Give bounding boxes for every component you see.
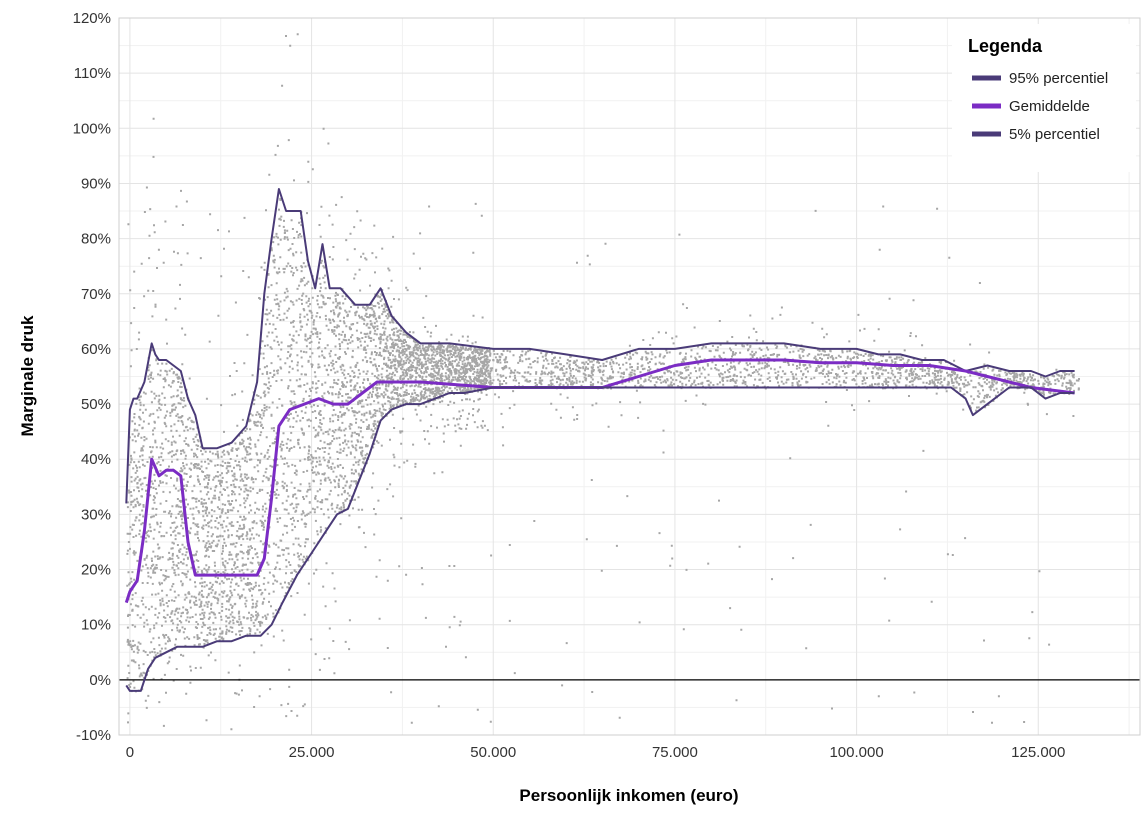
y-tick-label: 30% xyxy=(81,506,111,523)
y-tick-label: 80% xyxy=(81,231,111,248)
y-tick-label: 0% xyxy=(89,672,111,689)
y-tick-label: -10% xyxy=(76,727,111,744)
x-tick-label: 100.000 xyxy=(829,744,883,761)
scatter-points xyxy=(126,33,1081,731)
y-tick-label: 110% xyxy=(74,65,111,82)
legend-items: 95% percentiel Gemiddelde 5% percentiel xyxy=(972,70,1108,143)
y-tick-label: 120% xyxy=(73,10,111,27)
series-lines xyxy=(124,188,1075,692)
legend-title: Legenda xyxy=(968,36,1043,56)
x-tick-label: 125.000 xyxy=(1011,744,1065,761)
scatter-point-cloud xyxy=(126,33,1081,731)
legend-label: 5% percentiel xyxy=(1009,126,1100,143)
series-line-p95 xyxy=(125,188,1075,504)
x-tick-label: 0 xyxy=(126,744,134,761)
y-tick-label: 100% xyxy=(73,120,111,137)
y-tick-label: 50% xyxy=(81,396,111,413)
legend-background xyxy=(952,24,1136,172)
x-tick-label: 50.000 xyxy=(470,744,516,761)
y-tick-label: 90% xyxy=(81,175,111,192)
series-line-p5 xyxy=(125,386,1075,692)
x-axis-ticks: 0 25.000 50.000 75.000 100.000 125.000 xyxy=(126,744,1066,761)
y-tick-label: 60% xyxy=(81,341,111,358)
plot-border xyxy=(118,17,1141,736)
y-tick-label: 40% xyxy=(81,451,111,468)
x-tick-label: 25.000 xyxy=(289,744,335,761)
x-tick-label: 75.000 xyxy=(652,744,698,761)
series-line-mean xyxy=(124,358,1075,604)
legend-label: 95% percentiel xyxy=(1009,70,1108,87)
x-axis-title: Persoonlijk inkomen (euro) xyxy=(519,786,738,805)
legend: Legenda 95% percentiel Gemiddelde 5% perce… xyxy=(952,24,1136,172)
legend-label: Gemiddelde xyxy=(1009,98,1090,115)
y-tick-label: 20% xyxy=(81,562,111,579)
y-axis-title: Marginale druk xyxy=(18,315,37,436)
y-axis-ticks: -10% 0% 10% 20% 30% 40% 50% 60% 70% 80% 90% 100% 110… xyxy=(73,10,111,744)
y-tick-label: 10% xyxy=(81,617,111,634)
y-tick-label: 70% xyxy=(81,286,111,303)
